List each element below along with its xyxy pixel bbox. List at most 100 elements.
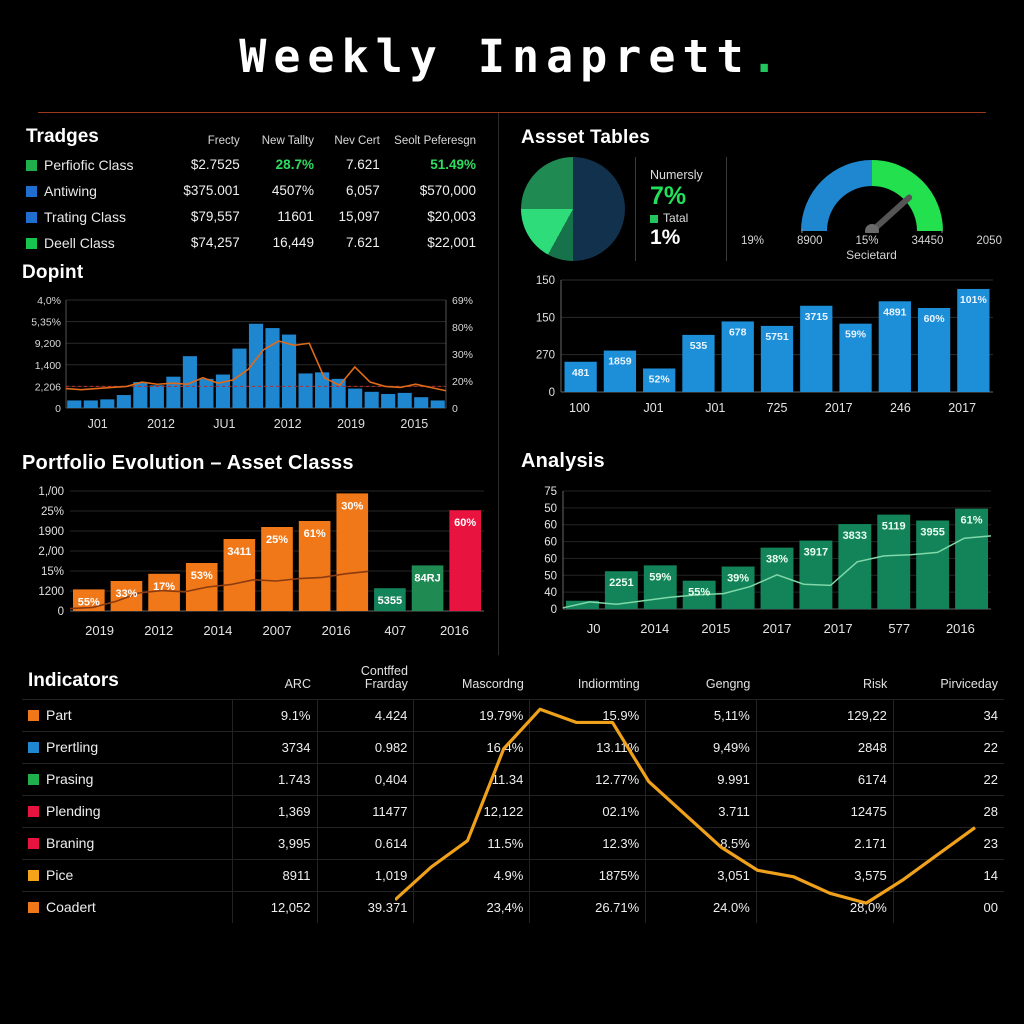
svg-text:1,/00: 1,/00 (38, 486, 64, 498)
indicator-cell-5: 12475 (755, 794, 894, 828)
indicator-cell-1: 4.424 (316, 698, 414, 732)
svg-text:59%: 59% (649, 571, 671, 583)
svg-text:678: 678 (729, 326, 747, 338)
portfolio-chart[interactable]: 55% 33% 17% 53% 3411 25% 61% 30% 5355 84RJ 60% 1,/… (22, 481, 484, 651)
svg-text:2017: 2017 (824, 621, 853, 636)
gauge-svg (800, 160, 943, 233)
asset-panel: Assset Tables Numersly 7% Tatal 1% (499, 113, 1024, 266)
svg-text:55%: 55% (688, 587, 710, 599)
table-row[interactable]: Antiwing $375.001 4507% 6,057 $570,000 (22, 178, 480, 204)
indicators-col-3[interactable]: Indiormting (577, 677, 640, 692)
indicators-col-2[interactable]: Mascordng (461, 677, 524, 692)
indicator-cell-4: 9.991 (645, 762, 757, 796)
indicator-cell-4: 9,49% (645, 730, 757, 764)
indicator-cell-0: 12,052 (232, 890, 317, 923)
indicators-col-4[interactable]: Gengng (705, 677, 751, 692)
table-row[interactable]: Plending 1,369 11477 12,122 02.1% 3.711 12475 2… (22, 794, 1004, 828)
svg-text:150: 150 (536, 312, 555, 324)
table-row[interactable]: Trating Class $79,557 11601 15,097 $20,003 (22, 204, 480, 230)
svg-text:J01: J01 (705, 401, 725, 415)
asset-title: Assset Tables (521, 127, 650, 148)
analysis-chart[interactable]: 2251 59% 55% 39% 38% 3917 3833 5119 3955 61% 75 50… (521, 479, 1006, 649)
svg-text:60: 60 (544, 537, 557, 549)
svg-text:50: 50 (544, 503, 557, 515)
svg-text:725: 725 (767, 401, 788, 415)
summary-header-row: Tradges Frecty New Tallty Nev Cert Seolt… (22, 127, 480, 152)
indicator-cell-3: 02.1% (529, 794, 646, 828)
svg-text:0: 0 (549, 387, 555, 399)
indicator-row-label: Plending (22, 794, 233, 828)
svg-text:2017: 2017 (948, 401, 976, 415)
svg-text:1900: 1900 (38, 526, 64, 538)
summary-cell-2: 7.621 (345, 235, 380, 251)
summary-cell-3: $20,003 (427, 209, 476, 225)
dopint-title: Dopint (22, 261, 84, 283)
table-row[interactable]: Perfiofic Class $2.7525 28.7% 7.621 51.49% (22, 152, 480, 178)
summary-cell-0: $2.7525 (190, 157, 240, 173)
volume-chart[interactable]: 481 1859 52% 535 678 5751 3715 59% 4891 60% 101% 1… (521, 272, 1006, 440)
svg-text:101%: 101% (960, 294, 988, 306)
dopint-y-axis-right: 69% 80% 30% 20% 0 (452, 295, 473, 415)
svg-text:5355: 5355 (378, 595, 402, 607)
summary-cell-1: 28.7% (275, 157, 314, 173)
summary-col-2: Nev Cert (334, 134, 380, 147)
table-row[interactable]: Braning 3,995 0.614 11.5% 12.3% 8.5% 2.171 23 (22, 826, 1004, 860)
svg-text:0: 0 (55, 403, 61, 415)
indicator-cell-0: 8911 (232, 858, 317, 892)
gauge-tick-1: 8900 (796, 235, 823, 247)
summary-cell-2: 7.621 (345, 157, 380, 173)
svg-text:3411: 3411 (227, 546, 251, 558)
indicator-row-label: Prasing (22, 762, 233, 796)
indicator-cell-2: 11.34 (413, 762, 530, 796)
dopint-x-axis: J01 2012 JU1 2012 2019 2015 (88, 417, 429, 431)
summary-body: Perfiofic Class $2.7525 28.7% 7.621 51.49% An… (22, 152, 480, 256)
portfolio-bar-labels: 55% 33% 17% 53% 3411 25% 61% 30% 5355 84RJ 60% (78, 500, 477, 608)
portfolio-x-axis: 2019 2012 2014 2007 2016 407 2016 (85, 623, 469, 638)
legend-swatch-icon (28, 902, 39, 914)
table-row[interactable]: Deell Class $74,257 16,449 7.621 $22,001 (22, 230, 480, 256)
dopint-chart[interactable]: 4,0% 5,35% 9,200 1,400 2,206 0 69% 80% 30% 20% 0 … (22, 290, 480, 440)
indicators-col-6[interactable]: Pirviceday (940, 677, 998, 692)
svg-text:3955: 3955 (920, 527, 944, 539)
gauge-widget[interactable]: 19% 8900 15% 34450 2050 Secietard (737, 155, 1006, 262)
indicator-cell-0: 1.743 (232, 762, 317, 796)
svg-text:25%: 25% (41, 506, 64, 518)
indicator-cell-5: 6174 (755, 762, 894, 796)
table-row[interactable]: Part 9.1% 4.424 19.79% 15.9% 5,11% 129,22 34 (22, 698, 1004, 732)
svg-text:2251: 2251 (609, 577, 633, 589)
svg-text:3715: 3715 (805, 311, 829, 323)
table-row[interactable]: Prertling 3734 0.982 16.4% 13.11% 9,49% 2848 22 (22, 730, 1004, 764)
indicators-col-0[interactable]: ARC (284, 677, 311, 692)
summary-col-1: New Tallty (261, 134, 314, 147)
svg-text:2016: 2016 (440, 623, 469, 638)
dopint-y-axis-left: 4,0% 5,35% 9,200 1,400 2,206 0 (31, 295, 61, 415)
table-row[interactable]: Prasing 1.743 0,404 11.34 12.77% 9.991 6174 22 (22, 762, 1004, 796)
volume-y-axis: 150 150 270 0 (536, 275, 555, 399)
indicators-col-1[interactable]: Contffed Frarday (360, 663, 408, 692)
portfolio-panel: Portfolio Evolution – Asset Classs 55% 33… (0, 444, 498, 655)
table-row[interactable]: Coadert 12,052 39.371 23,4% 26.71% 24.0% 28,0%… (22, 890, 1004, 923)
indicator-row-label: Part (22, 698, 233, 732)
indicator-cell-6: 28 (892, 794, 1004, 828)
table-row[interactable]: Pice 8911 1,019 4.9% 1875% 3,051 3,575 14 (22, 858, 1004, 892)
indicators-col-5[interactable]: Risk (862, 677, 888, 692)
indicators-table: Indicators ARC Contffed Frarday Mascordn… (22, 663, 1004, 923)
asset-pie-chart[interactable] (521, 156, 625, 261)
indicator-cell-1: 1,019 (316, 858, 414, 892)
summary-panel: Tradges Frecty New Tallty Nev Cert Seolt… (0, 113, 498, 260)
gauge-needle (868, 194, 912, 233)
indicator-cell-5: 2.171 (755, 826, 894, 860)
column-divider (498, 113, 499, 655)
svg-text:53%: 53% (191, 570, 213, 582)
gauge-tick-4: 2050 (976, 235, 1002, 247)
svg-text:2014: 2014 (203, 623, 232, 638)
svg-text:61%: 61% (961, 515, 983, 527)
summary-table: Tradges Frecty New Tallty Nev Cert Seolt… (22, 127, 480, 256)
indicator-row-label: Braning (22, 826, 233, 860)
gauge-tick-3: 34450 (911, 235, 944, 247)
svg-text:2019: 2019 (337, 417, 365, 431)
indicator-cell-4: 8.5% (645, 826, 757, 860)
analysis-title: Analysis (521, 450, 605, 472)
svg-text:J01: J01 (643, 401, 663, 415)
